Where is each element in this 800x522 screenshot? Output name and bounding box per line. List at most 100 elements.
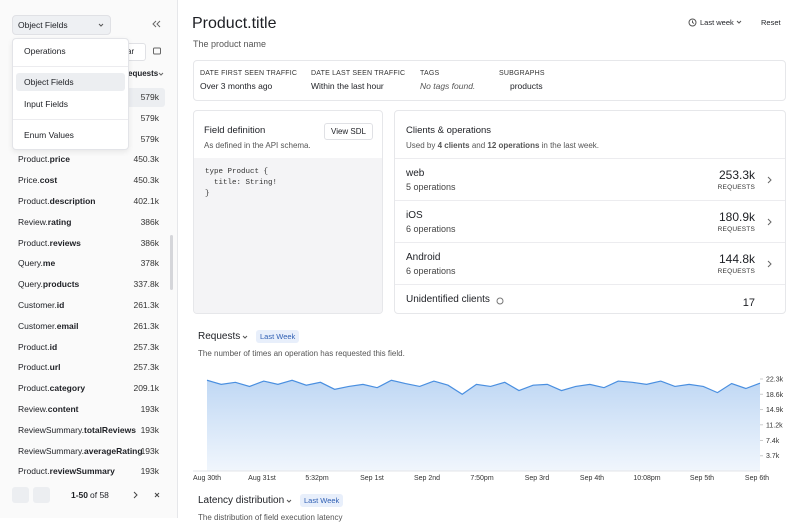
field-name: Customer.email: [18, 317, 79, 336]
collapse-button[interactable]: [151, 19, 161, 29]
x-tick-label: Aug 30th: [193, 475, 221, 482]
code-line: title: String!: [205, 179, 278, 187]
dot: .: [45, 404, 48, 414]
requests: 144.8k: [718, 252, 755, 266]
field-definition-card: Field definition View SDL As defined in …: [193, 110, 383, 314]
chevron: [767, 260, 772, 268]
y-tick-label: 14.9k: [766, 407, 784, 414]
dot: .: [81, 424, 84, 435]
field-row[interactable]: Product.description 402.1k: [12, 192, 165, 211]
field: id: [49, 341, 58, 352]
requests: 17: [742, 297, 755, 309]
field-row[interactable]: Review.rating 386k: [12, 213, 165, 232]
requests: 193k: [140, 466, 159, 477]
last-page[interactable]: [152, 490, 162, 500]
field: me: [42, 258, 56, 269]
field-row[interactable]: 579k: [12, 130, 165, 149]
view-sdl-button[interactable]: View SDL: [324, 123, 373, 140]
type-name: Product: [18, 341, 48, 352]
chevron[interactable]: [285, 497, 293, 505]
type-dropdown[interactable]: Object Fields: [12, 15, 111, 35]
operations: 5 operations: [406, 182, 456, 192]
client-row[interactable]: web 5 operations 253.3k REQUESTS: [395, 158, 785, 201]
area: [207, 380, 760, 471]
separator: [13, 66, 128, 67]
field: rating: [47, 216, 72, 227]
client-row[interactable]: iOS 6 operations 180.9k REQUESTS: [395, 200, 785, 243]
field: totalReviews: [83, 424, 136, 435]
field-row[interactable]: Product.category 209.1k: [12, 379, 165, 398]
y-tick-label: 18.6k: [766, 392, 784, 399]
type-name: Review: [18, 404, 46, 414]
field-row[interactable]: Customer.email 261.3k: [12, 317, 165, 336]
description-part: in the last week.: [539, 141, 599, 150]
page-total: of 58: [90, 490, 109, 500]
code-line: type Product {: [205, 168, 269, 176]
page-subtitle: The product name: [193, 39, 267, 49]
type-name: Customer: [18, 300, 55, 310]
field: products: [42, 279, 80, 290]
requests: 450.3k: [133, 175, 159, 186]
field-row[interactable]: Product.url 257.3k: [12, 358, 165, 377]
field: price: [49, 154, 70, 165]
x-tick-label: Sep 5th: [690, 475, 714, 482]
chevron-path: [767, 218, 772, 226]
type-name: ReviewSummary: [18, 424, 82, 435]
chevron[interactable]: [241, 333, 249, 341]
prev-page[interactable]: [33, 487, 50, 503]
field-row[interactable]: Price.cost 450.3k: [12, 171, 165, 190]
requests: 193k: [140, 404, 159, 414]
field: averageRating: [83, 445, 143, 456]
type-name: ReviewSummary: [18, 445, 82, 456]
client-row[interactable]: Android 6 operations 144.8k REQUESTS: [395, 242, 785, 285]
menu-item[interactable]: Operations: [24, 46, 66, 56]
requests: 257.3k: [133, 362, 159, 373]
range-dropdown[interactable]: Last week: [700, 18, 734, 27]
type-name: Product: [18, 196, 48, 206]
field-row[interactable]: ReviewSummary.averageRating 193k: [12, 442, 165, 461]
chevron: [767, 176, 772, 184]
reset-button[interactable]: Reset: [761, 18, 781, 27]
chevron: [767, 218, 772, 226]
info-label: DATE LAST SEEN TRAFFIC: [311, 70, 406, 77]
info-label: DATE FIRST SEEN TRAFFIC: [200, 70, 298, 77]
field-name: Product.id: [18, 338, 57, 357]
field-row[interactable]: 579k: [12, 109, 165, 128]
field-row[interactable]: Customer.id 261.3k: [12, 296, 165, 315]
page-range: 1-50: [71, 490, 89, 500]
dot: .: [47, 154, 50, 165]
field-row[interactable]: Product.reviews 386k: [12, 234, 165, 253]
y-tick-label: 3.7k: [766, 453, 780, 460]
field-row[interactable]: Product.price 450.3k: [12, 150, 165, 169]
field-row[interactable]: Query.me 378k: [12, 254, 165, 273]
menu-item[interactable]: Object Fields: [16, 73, 125, 91]
field: cost: [39, 175, 58, 186]
type-name: Product: [18, 154, 48, 165]
page-title: Product.title: [192, 15, 277, 32]
card-description: Used by 4 clients and 12 operations in t…: [406, 141, 599, 150]
type-name: Query: [18, 258, 41, 269]
field-row[interactable]: Review.content 193k: [12, 400, 165, 419]
requests: 209.1k: [133, 383, 159, 394]
field-name: Product.description: [18, 192, 95, 211]
field-name: Query.me: [18, 254, 55, 273]
field-row[interactable]: Query.products 337.8k: [12, 275, 165, 294]
x-tick-label: 7:50pm: [470, 475, 494, 482]
field-row[interactable]: ReviewSummary.totalReviews 193k: [12, 421, 165, 440]
sidebar: Object Fields ar equests 579k 579k 579k Pro…: [0, 0, 178, 518]
field: content: [47, 404, 79, 414]
field-row[interactable]: Product.id 257.3k: [12, 338, 165, 357]
menu-item[interactable]: Enum Values: [24, 130, 74, 140]
field-row[interactable]: Product.reviewSummary 193k: [12, 462, 165, 481]
first-page[interactable]: [12, 487, 29, 503]
requests: 579k: [140, 112, 159, 123]
menu-item[interactable]: Input Fields: [24, 99, 68, 109]
client-row[interactable]: Unidentified clients 17: [395, 284, 785, 313]
description-part: 12 operations: [487, 141, 540, 150]
next-page[interactable]: [130, 490, 140, 500]
icon-button[interactable]: [152, 46, 162, 56]
x-tick-label: Sep 1st: [360, 475, 384, 482]
requests: 579k: [140, 133, 159, 144]
x-tick-label: Sep 2nd: [414, 475, 440, 482]
